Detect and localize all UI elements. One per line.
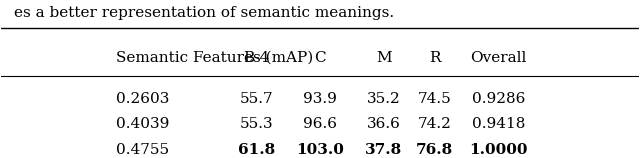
Text: 35.2: 35.2 [367,92,401,106]
Text: 76.8: 76.8 [416,143,453,157]
Text: B-4: B-4 [243,51,269,65]
Text: 0.9286: 0.9286 [472,92,525,106]
Text: 74.5: 74.5 [418,92,452,106]
Text: 55.7: 55.7 [239,92,273,106]
Text: 103.0: 103.0 [296,143,344,157]
Text: C: C [314,51,326,65]
Text: 0.4755: 0.4755 [116,143,169,157]
Text: 37.8: 37.8 [365,143,403,157]
Text: 61.8: 61.8 [237,143,275,157]
Text: 55.3: 55.3 [239,117,273,131]
Text: M: M [376,51,392,65]
Text: Overall: Overall [470,51,527,65]
Text: R: R [429,51,440,65]
Text: 74.2: 74.2 [418,117,452,131]
Text: 0.4039: 0.4039 [116,117,170,131]
Text: 1.0000: 1.0000 [469,143,527,157]
Text: Semantic Features (mAP): Semantic Features (mAP) [116,51,314,65]
Text: 0.2603: 0.2603 [116,92,170,106]
Text: 36.6: 36.6 [367,117,401,131]
Text: 93.9: 93.9 [303,92,337,106]
Text: 96.6: 96.6 [303,117,337,131]
Text: 0.9418: 0.9418 [472,117,525,131]
Text: es a better representation of semantic meanings.: es a better representation of semantic m… [14,6,394,20]
